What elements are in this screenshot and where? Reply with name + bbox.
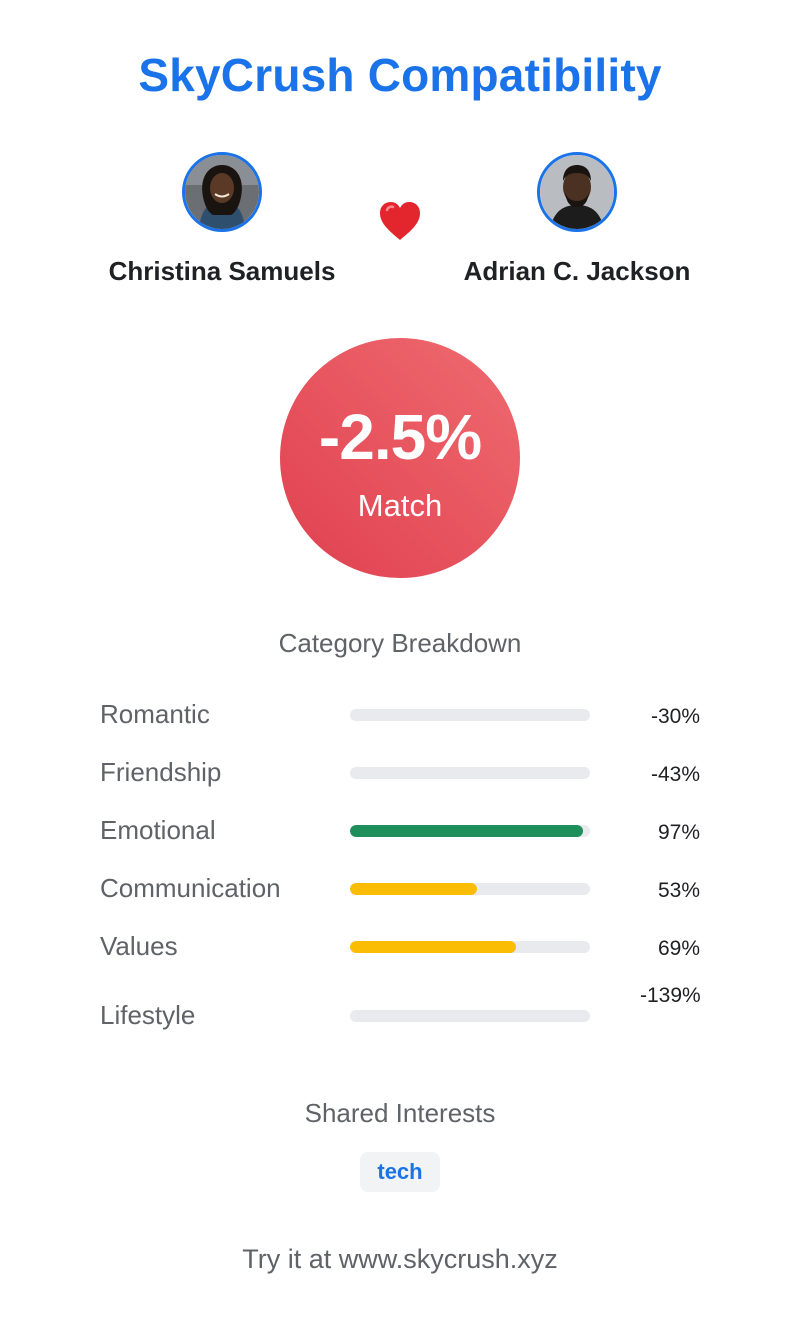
category-label: Friendship: [100, 757, 222, 787]
category-row-values: Values 69%: [100, 925, 700, 965]
category-row-emotional: Emotional 97%: [100, 809, 700, 849]
match-score-value: -2.5%: [318, 401, 482, 473]
avatar: [537, 152, 617, 232]
category-value: 69%: [657, 937, 700, 960]
page-title: SkyCrush Compatibility: [138, 49, 662, 101]
category-label: Values: [100, 931, 178, 961]
category-label: Romantic: [100, 699, 210, 729]
category-value: -139%: [640, 984, 701, 1007]
interest-chip: tech: [360, 1152, 440, 1192]
footer-link-text: Try it at www.skycrush.xyz: [242, 1244, 558, 1274]
category-value: -43%: [650, 763, 700, 786]
category-value: 53%: [657, 879, 700, 902]
person-name-right: Adrian C. Jackson: [463, 256, 691, 286]
category-bar-fill: [350, 941, 516, 953]
category-bar: [350, 1010, 590, 1022]
category-row-lifestyle: Lifestyle -139%: [100, 984, 701, 1034]
category-row-friendship: Friendship -43%: [100, 751, 700, 791]
category-value: 97%: [657, 821, 700, 844]
person-card-right: Adrian C. Jackson: [437, 152, 717, 287]
person-card-left: Christina Samuels: [82, 152, 362, 287]
category-bar: [350, 825, 590, 837]
shared-interests-title: Shared Interests: [304, 1098, 496, 1128]
category-bar-fill: [350, 883, 478, 895]
category-label: Emotional: [100, 815, 216, 845]
category-bar-fill: [350, 825, 583, 837]
category-label: Lifestyle: [100, 1000, 196, 1030]
category-bar: [350, 941, 590, 953]
category-label: Communication: [100, 873, 281, 903]
match-score-label: Match: [357, 488, 443, 523]
avatar: [182, 152, 262, 232]
category-bar: [350, 767, 590, 779]
category-bar: [350, 709, 590, 721]
category-row-romantic: Romantic -30%: [100, 693, 700, 733]
category-breakdown-title: Category Breakdown: [278, 628, 522, 658]
heart-icon: [380, 202, 420, 240]
category-value: -30%: [650, 705, 700, 728]
person-name-left: Christina Samuels: [108, 256, 336, 286]
category-bar: [350, 883, 590, 895]
category-row-communication: Communication 53%: [100, 867, 700, 907]
match-score-circle: -2.5% Match: [280, 338, 520, 578]
